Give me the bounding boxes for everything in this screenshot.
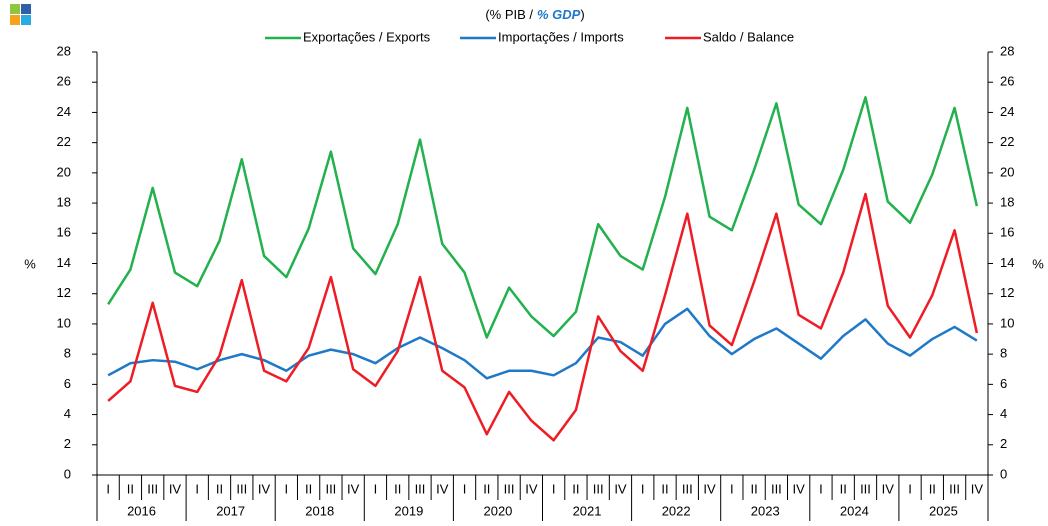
- x-tick-label: III: [860, 481, 871, 496]
- x-tick-label: I: [552, 481, 556, 496]
- y2-tick-label: 18: [1000, 195, 1014, 210]
- y-tick-label: 24: [57, 104, 71, 119]
- y-tick-label: 14: [57, 255, 71, 270]
- x-group-label: 2020: [483, 503, 512, 518]
- y2-tick-label: 10: [1000, 315, 1014, 330]
- series-line: [107, 307, 978, 380]
- y2-axis-label: %: [1032, 256, 1044, 271]
- y2-tick-label: 20: [1000, 164, 1014, 179]
- x-tick-label: III: [236, 481, 247, 496]
- y-tick-label: 16: [57, 225, 71, 240]
- x-tick-label: IV: [436, 481, 449, 496]
- x-tick-label: II: [929, 481, 936, 496]
- x-group-label: 2017: [216, 503, 245, 518]
- y-tick-label: 26: [57, 74, 71, 89]
- x-tick-label: I: [195, 481, 199, 496]
- y-tick-label: 0: [64, 466, 71, 481]
- x-group-label: 2018: [305, 503, 334, 518]
- x-tick-label: II: [394, 481, 401, 496]
- legend-label: Saldo / Balance: [703, 29, 794, 44]
- x-tick-label: II: [572, 481, 579, 496]
- y2-tick-label: 4: [1000, 406, 1007, 421]
- y-tick-label: 4: [64, 406, 71, 421]
- x-tick-label: IV: [882, 481, 895, 496]
- y-tick-label: 10: [57, 315, 71, 330]
- y2-tick-label: 28: [1000, 43, 1014, 58]
- series-line: [107, 192, 979, 442]
- y-tick-label: 8: [64, 346, 71, 361]
- x-group-label: 2023: [751, 503, 780, 518]
- x-tick-label: II: [305, 481, 312, 496]
- y-tick-label: 6: [64, 376, 71, 391]
- x-group-label: 2024: [840, 503, 869, 518]
- x-tick-label: I: [285, 481, 289, 496]
- x-group-label: 2022: [662, 503, 691, 518]
- x-tick-label: III: [593, 481, 604, 496]
- x-tick-label: IV: [703, 481, 716, 496]
- y-tick-label: 18: [57, 195, 71, 210]
- x-tick-label: I: [641, 481, 645, 496]
- x-tick-label: I: [374, 481, 378, 496]
- x-tick-label: IV: [614, 481, 627, 496]
- x-tick-label: III: [949, 481, 960, 496]
- x-tick-label: IV: [793, 481, 806, 496]
- x-tick-label: IV: [258, 481, 271, 496]
- logo: [10, 4, 31, 25]
- y2-tick-label: 26: [1000, 74, 1014, 89]
- y2-tick-label: 22: [1000, 134, 1014, 149]
- x-tick-label: II: [483, 481, 490, 496]
- y-tick-label: 20: [57, 164, 71, 179]
- x-tick-label: I: [106, 481, 110, 496]
- x-tick-label: II: [750, 481, 757, 496]
- y-axis-label: %: [24, 256, 36, 271]
- y2-tick-label: 0: [1000, 466, 1007, 481]
- x-tick-label: II: [661, 481, 668, 496]
- x-tick-label: IV: [347, 481, 360, 496]
- x-group-label: 2021: [573, 503, 602, 518]
- y2-tick-label: 2: [1000, 436, 1007, 451]
- x-tick-label: II: [840, 481, 847, 496]
- y2-tick-label: 6: [1000, 376, 1007, 391]
- x-tick-label: III: [147, 481, 158, 496]
- x-tick-label: III: [504, 481, 515, 496]
- y2-tick-label: 24: [1000, 104, 1014, 119]
- y2-tick-label: 14: [1000, 255, 1014, 270]
- x-tick-label: I: [908, 481, 912, 496]
- x-tick-label: III: [415, 481, 426, 496]
- legend-label: Importações / Imports: [498, 29, 624, 44]
- x-tick-label: II: [127, 481, 134, 496]
- x-group-label: 2025: [929, 503, 958, 518]
- x-tick-label: I: [819, 481, 823, 496]
- y-tick-label: 28: [57, 43, 71, 58]
- series-line: [107, 96, 979, 339]
- x-tick-label: II: [216, 481, 223, 496]
- x-tick-label: I: [730, 481, 734, 496]
- x-group-label: 2019: [394, 503, 423, 518]
- legend-label: Exportações / Exports: [303, 29, 431, 44]
- y-tick-label: 22: [57, 134, 71, 149]
- x-tick-label: III: [682, 481, 693, 496]
- x-tick-label: IV: [971, 481, 984, 496]
- y2-tick-label: 16: [1000, 225, 1014, 240]
- chart-subtitle: (% PIB /% GDP): [485, 7, 584, 22]
- x-tick-label: III: [325, 481, 336, 496]
- x-tick-label: III: [771, 481, 782, 496]
- y-tick-label: 2: [64, 436, 71, 451]
- x-tick-label: IV: [525, 481, 538, 496]
- y2-tick-label: 12: [1000, 285, 1014, 300]
- x-tick-label: IV: [169, 481, 182, 496]
- x-tick-label: I: [463, 481, 467, 496]
- y2-tick-label: 8: [1000, 346, 1007, 361]
- x-group-label: 2016: [127, 503, 156, 518]
- y-tick-label: 12: [57, 285, 71, 300]
